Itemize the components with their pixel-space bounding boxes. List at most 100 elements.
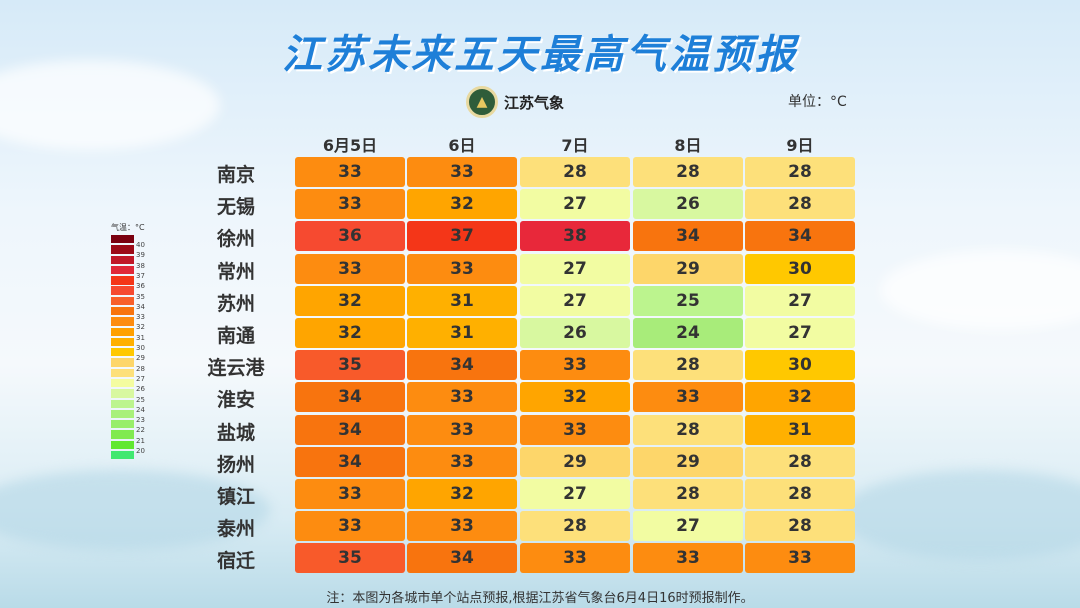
legend-label: 30 [136, 344, 145, 352]
heatmap-cell: 31 [407, 318, 517, 348]
legend-swatch [111, 420, 134, 429]
column-header: 8日 [674, 136, 702, 155]
column-header: 6月5日 [322, 136, 378, 155]
legend-swatch [111, 255, 134, 264]
heatmap-cell: 32 [520, 382, 630, 413]
heatmap-cell: 28 [745, 479, 855, 509]
row-label: 镇江 [216, 486, 255, 508]
row-label: 徐州 [216, 228, 255, 251]
legend-swatch [111, 378, 134, 388]
heatmap-cell: 31 [745, 414, 855, 445]
unit-label: 单位：°C [788, 94, 847, 110]
heatmap-cell: 33 [745, 543, 855, 574]
legend-label: 31 [136, 333, 145, 342]
row-label: 盐城 [216, 421, 255, 444]
heatmap-cell: 33 [520, 543, 630, 574]
heatmap-cell: 33 [407, 511, 517, 542]
legend-label: 24 [136, 405, 145, 414]
heatmap-cell: 29 [633, 253, 743, 284]
heatmap-cell: 28 [745, 446, 855, 477]
legend-title: 气温：°C [111, 223, 145, 232]
heatmap-cell: 28 [633, 479, 743, 509]
legend-label: 40 [136, 241, 145, 249]
row-label: 宿迁 [216, 550, 255, 573]
heatmap-cell: 26 [633, 189, 743, 220]
heatmap-cell: 32 [745, 382, 855, 413]
heatmap-cell: 31 [407, 285, 517, 316]
legend-swatch [111, 286, 134, 295]
column-header: 7日 [561, 136, 589, 155]
heatmap-cell: 33 [295, 157, 405, 187]
heatmap-cell: 34 [295, 382, 405, 413]
heatmap-cell: 27 [745, 318, 855, 348]
heatmap-cell: 29 [633, 446, 743, 477]
legend-swatch [111, 389, 134, 398]
heatmap-cell: 27 [633, 511, 743, 542]
heatmap-cell: 28 [745, 189, 855, 220]
heatmap-cell: 33 [407, 382, 517, 413]
legend-swatch [111, 317, 134, 326]
legend-label: 26 [136, 385, 145, 394]
legend-swatch [111, 265, 134, 275]
legend-label: 25 [136, 395, 145, 404]
heatmap-cell: 33 [633, 543, 743, 574]
heatmap-cell: 28 [633, 414, 743, 445]
page-title: 江苏未来五天最高气温预报 [282, 32, 798, 78]
heatmap-cell: 24 [633, 318, 743, 348]
heatmap-cell: 28 [520, 511, 630, 542]
heatmap-cell: 27 [520, 189, 630, 220]
heatmap-cell: 33 [520, 350, 630, 381]
heatmap-cell: 27 [520, 253, 630, 284]
heatmap-cell: 35 [295, 543, 405, 574]
heatmap-cell: 33 [407, 446, 517, 477]
row-label: 苏州 [216, 292, 255, 315]
heatmap-cell: 27 [520, 285, 630, 316]
legend-label: 20 [136, 447, 145, 455]
legend-swatch [111, 327, 134, 336]
heatmap-cell: 33 [407, 253, 517, 284]
column-header: 9日 [786, 136, 814, 155]
legend-swatch [111, 276, 134, 285]
legend-label: 34 [136, 302, 145, 311]
heatmap-cell: 30 [745, 253, 855, 284]
legend-swatch [111, 337, 134, 347]
row-label: 无锡 [216, 196, 255, 219]
legend-swatch [111, 306, 134, 316]
legend-swatch [111, 450, 134, 460]
heatmap-cell: 33 [520, 414, 630, 445]
legend-swatch [111, 358, 134, 367]
legend-label: 22 [136, 426, 145, 435]
legend-swatch [111, 348, 134, 357]
legend-label: 39 [136, 251, 145, 260]
row-label: 扬州 [216, 453, 255, 476]
row-label: 泰州 [216, 518, 255, 541]
heatmap-cell: 35 [295, 350, 405, 381]
heatmap-cell: 34 [745, 221, 855, 252]
row-label: 南通 [216, 325, 255, 347]
legend-swatch [111, 399, 134, 408]
legend-label: 37 [136, 271, 145, 280]
heatmap-cell: 32 [407, 479, 517, 509]
legend-label: 23 [136, 416, 145, 425]
heatmap-cell: 34 [633, 221, 743, 252]
row-label: 常州 [216, 260, 255, 283]
legend-swatch [111, 409, 134, 419]
heatmap-cell: 32 [295, 318, 405, 348]
row-label: 淮安 [216, 389, 255, 412]
heatmap-cell: 34 [295, 414, 405, 445]
legend-label: 38 [136, 261, 145, 270]
heatmap-cell: 26 [520, 318, 630, 348]
heatmap-cell: 33 [407, 414, 517, 445]
heatmap-cell: 28 [745, 157, 855, 187]
row-label: 连云港 [207, 357, 265, 380]
heatmap-cell: 34 [295, 446, 405, 477]
legend-label: 36 [136, 282, 145, 291]
heatmap-cell: 30 [745, 350, 855, 381]
heatmap-cell: 32 [407, 189, 517, 220]
heatmap-cell: 34 [407, 350, 517, 381]
heatmap-cell: 27 [520, 479, 630, 509]
footnote: 注：本图为各城市单个站点预报,根据江苏省气象台6月4日16时预报制作。 [326, 591, 754, 606]
legend-swatch [111, 440, 134, 450]
heatmap-cell: 34 [407, 543, 517, 574]
legend-label: 33 [136, 313, 145, 322]
